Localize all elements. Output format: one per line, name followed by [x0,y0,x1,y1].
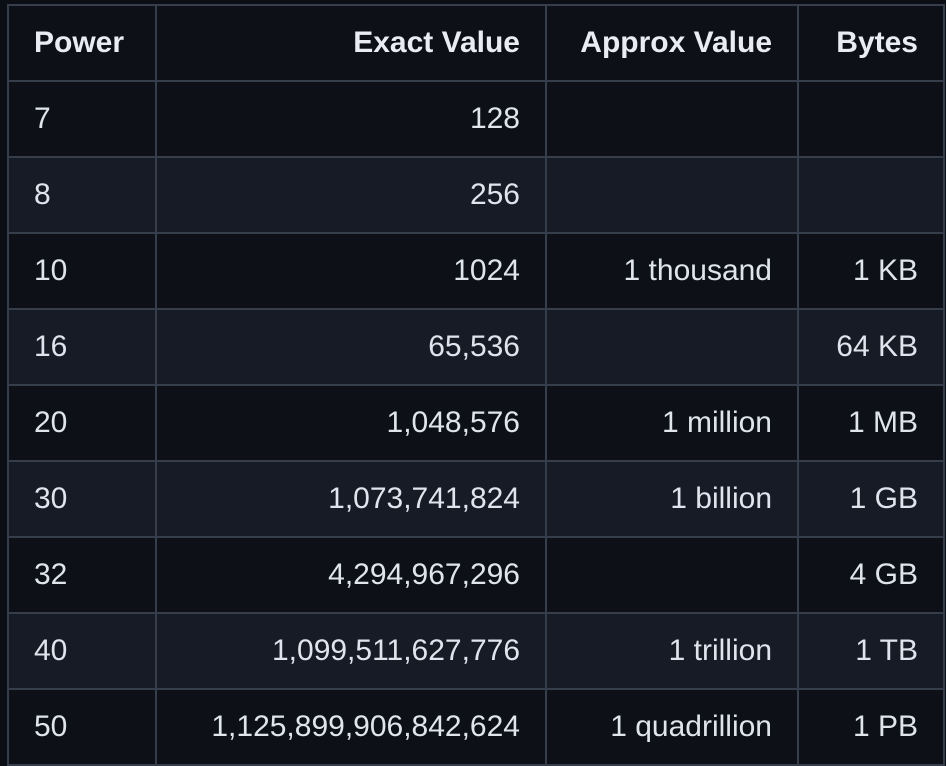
table-row: 32 4,294,967,296 4 GB [7,536,945,614]
cell-bytes: 1 PB [797,688,945,766]
cell-bytes [797,156,945,234]
cell-approx-value [545,156,799,234]
header-row: Power Exact Value Approx Value Bytes [7,4,945,82]
column-header-approx-value: Approx Value [545,4,799,82]
cell-bytes: 64 KB [797,308,945,386]
cell-approx-value: 1 trillion [545,612,799,690]
cell-exact-value: 1,073,741,824 [155,460,547,538]
cell-bytes: 1 KB [797,232,945,310]
cell-exact-value: 1,125,899,906,842,624 [155,688,547,766]
cell-exact-value: 1024 [155,232,547,310]
cell-exact-value: 256 [155,156,547,234]
table-row: 8 256 [7,156,945,234]
cell-power: 7 [7,80,157,158]
cell-approx-value [545,308,799,386]
cell-approx-value [545,536,799,614]
cell-power: 16 [7,308,157,386]
table-row: 40 1,099,511,627,776 1 trillion 1 TB [7,612,945,690]
cell-power: 8 [7,156,157,234]
cell-approx-value [545,80,799,158]
cell-bytes: 1 GB [797,460,945,538]
cell-power: 32 [7,536,157,614]
cell-power: 20 [7,384,157,462]
cell-power: 40 [7,612,157,690]
column-header-exact-value: Exact Value [155,4,547,82]
cell-bytes: 1 MB [797,384,945,462]
cell-approx-value: 1 billion [545,460,799,538]
cell-power: 30 [7,460,157,538]
cell-bytes: 4 GB [797,536,945,614]
table-header: Power Exact Value Approx Value Bytes [7,4,945,82]
table-row: 10 1024 1 thousand 1 KB [7,232,945,310]
cell-approx-value: 1 million [545,384,799,462]
table-row: 16 65,536 64 KB [7,308,945,386]
cell-approx-value: 1 thousand [545,232,799,310]
table-row: 20 1,048,576 1 million 1 MB [7,384,945,462]
column-header-bytes: Bytes [797,4,945,82]
powers-of-two-table: Power Exact Value Approx Value Bytes 7 1… [7,4,945,766]
cell-exact-value: 4,294,967,296 [155,536,547,614]
column-header-power: Power [7,4,157,82]
cell-exact-value: 1,048,576 [155,384,547,462]
cell-exact-value: 65,536 [155,308,547,386]
table-row: 50 1,125,899,906,842,624 1 quadrillion 1… [7,688,945,766]
cell-power: 50 [7,688,157,766]
table-row: 30 1,073,741,824 1 billion 1 GB [7,460,945,538]
cell-exact-value: 128 [155,80,547,158]
cell-power: 10 [7,232,157,310]
cell-exact-value: 1,099,511,627,776 [155,612,547,690]
cell-bytes [797,80,945,158]
cell-bytes: 1 TB [797,612,945,690]
cell-approx-value: 1 quadrillion [545,688,799,766]
table-body: 7 128 8 256 10 1024 1 thousand 1 KB 16 6… [7,80,945,766]
table-row: 7 128 [7,80,945,158]
